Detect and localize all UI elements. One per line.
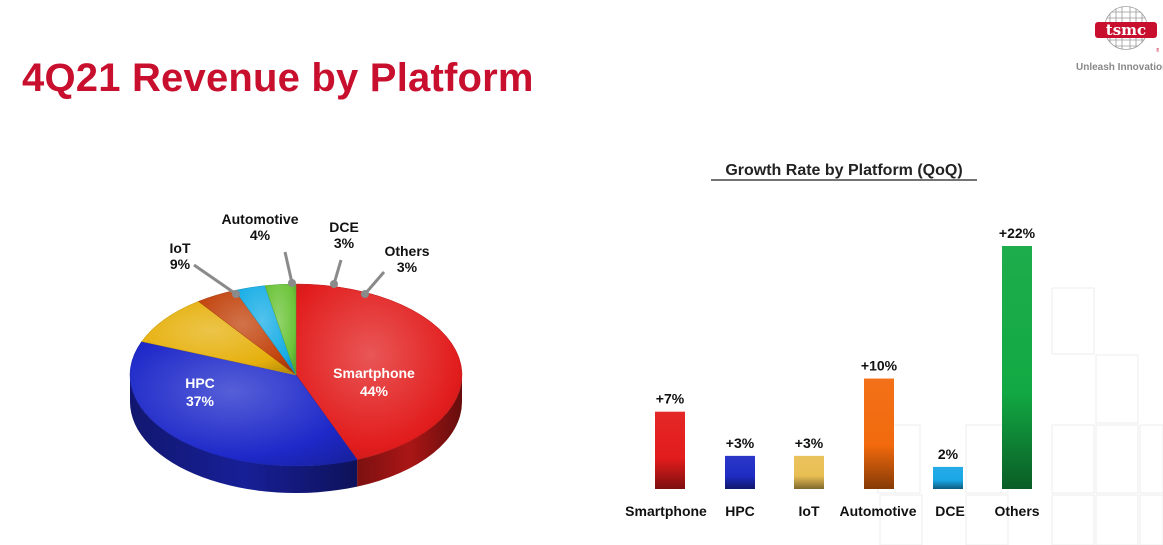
logo-text: tsmc bbox=[1106, 21, 1146, 39]
bar-value-hpc: +3% bbox=[726, 435, 755, 451]
bar-iot bbox=[794, 455, 824, 489]
bar-category-others: Others bbox=[994, 503, 1039, 519]
pie-label-automotive: Automotive bbox=[222, 211, 299, 227]
bar-hpc bbox=[725, 455, 755, 489]
pie-label-others: Others bbox=[384, 243, 429, 259]
bar-others bbox=[1002, 246, 1032, 489]
pie-label-iot: IoT bbox=[170, 240, 191, 256]
pie-leader-automotive bbox=[283, 251, 294, 284]
bar-value-dce: 2% bbox=[938, 446, 959, 462]
pie-value-automotive: 4% bbox=[250, 227, 271, 243]
pie-value-hpc: 37% bbox=[186, 393, 215, 409]
bar-value-smartphone: +7% bbox=[656, 391, 685, 407]
pie-side-smartphone bbox=[357, 375, 462, 487]
page-title: 4Q21 Revenue by Platform bbox=[22, 56, 534, 100]
pie-value-others: 3% bbox=[397, 259, 418, 275]
tagline: Unleash Innovation bbox=[1076, 62, 1163, 73]
pie-leader-dot-iot bbox=[232, 290, 240, 298]
bar-automotive bbox=[864, 378, 894, 489]
pie-leader-dce bbox=[332, 259, 343, 285]
pie-leader-iot bbox=[193, 263, 237, 296]
pie-label-smartphone: Smartphone bbox=[333, 365, 415, 381]
bar-category-automotive: Automotive bbox=[840, 503, 917, 519]
pie-slice-smartphone bbox=[295, 283, 463, 460]
pie-leader-dot-dce bbox=[330, 280, 338, 288]
pie-leader-dot-automotive bbox=[288, 279, 296, 287]
pie-value-iot: 9% bbox=[170, 256, 191, 272]
pie-slice-others bbox=[264, 283, 297, 376]
bar-value-automotive: +10% bbox=[861, 358, 898, 374]
pie-label-hpc: HPC bbox=[185, 375, 215, 391]
bar-value-iot: +3% bbox=[795, 435, 824, 451]
bar-dce bbox=[933, 466, 963, 489]
bar-category-iot: IoT bbox=[799, 503, 820, 519]
bar-category-dce: DCE bbox=[935, 503, 965, 519]
pie-slice-iot bbox=[141, 301, 297, 376]
pie-leader-dot-others bbox=[361, 290, 369, 298]
bar-value-others: +22% bbox=[999, 225, 1036, 241]
bar-category-hpc: HPC bbox=[725, 503, 755, 519]
pie-label-dce: DCE bbox=[329, 219, 359, 235]
pie-side-hpc bbox=[130, 375, 358, 493]
tsmc-logo: tsmc ® bbox=[1095, 6, 1159, 54]
bar-smartphone bbox=[655, 411, 685, 489]
pie-leader-others bbox=[363, 271, 386, 295]
bar-category-smartphone: Smartphone bbox=[625, 503, 707, 519]
bar-chart-title: Growth Rate by Platform (QoQ) bbox=[725, 162, 962, 179]
pie-slice-hpc bbox=[129, 341, 358, 467]
pie-value-smartphone: 44% bbox=[360, 383, 389, 399]
svg-text:®: ® bbox=[1156, 47, 1159, 54]
pie-value-dce: 3% bbox=[334, 235, 355, 251]
